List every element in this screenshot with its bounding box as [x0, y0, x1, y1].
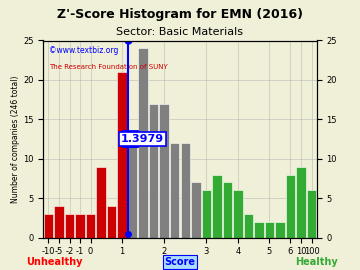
- Bar: [149, 104, 158, 238]
- Bar: [222, 183, 232, 238]
- Text: Unhealthy: Unhealthy: [26, 257, 82, 267]
- Text: Healthy: Healthy: [296, 257, 338, 267]
- Bar: [180, 143, 190, 238]
- Bar: [254, 222, 264, 238]
- Bar: [212, 174, 221, 238]
- Bar: [86, 214, 95, 238]
- Bar: [117, 72, 127, 238]
- Bar: [275, 222, 285, 238]
- Bar: [54, 206, 64, 238]
- Bar: [128, 135, 138, 238]
- Bar: [65, 214, 74, 238]
- Text: The Research Foundation of SUNY: The Research Foundation of SUNY: [49, 64, 167, 70]
- Text: ©www.textbiz.org: ©www.textbiz.org: [49, 46, 118, 55]
- Bar: [96, 167, 106, 238]
- Bar: [244, 214, 253, 238]
- Text: Sector: Basic Materials: Sector: Basic Materials: [117, 27, 243, 37]
- Bar: [191, 183, 201, 238]
- Y-axis label: Number of companies (246 total): Number of companies (246 total): [11, 75, 20, 203]
- Text: Score: Score: [165, 257, 195, 267]
- Bar: [286, 174, 295, 238]
- Bar: [139, 48, 148, 238]
- Bar: [296, 167, 306, 238]
- Bar: [170, 143, 180, 238]
- Bar: [233, 190, 243, 238]
- Bar: [107, 206, 116, 238]
- Text: 1.3979: 1.3979: [121, 134, 164, 144]
- Bar: [307, 190, 316, 238]
- Bar: [44, 214, 53, 238]
- Bar: [265, 222, 274, 238]
- Bar: [75, 214, 85, 238]
- Bar: [202, 190, 211, 238]
- Text: Z'-Score Histogram for EMN (2016): Z'-Score Histogram for EMN (2016): [57, 8, 303, 21]
- Bar: [159, 104, 169, 238]
